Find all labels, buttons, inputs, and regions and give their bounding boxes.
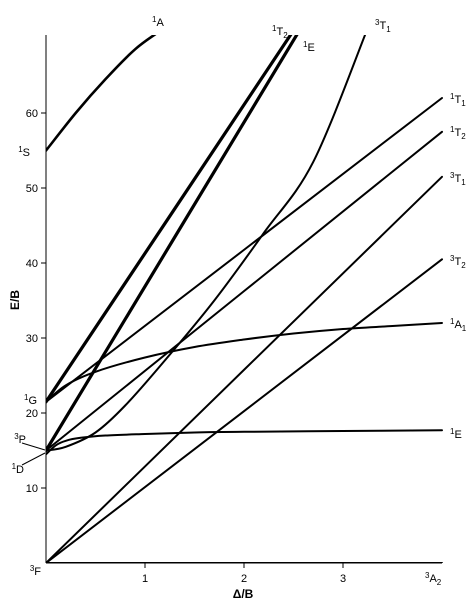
series-line-7 [46, 258, 443, 563]
series-label-10: 3A2 [425, 571, 442, 587]
series-curves [46, 35, 443, 563]
series-line-0 [46, 35, 157, 152]
term-label-left-1: 1G [24, 393, 37, 407]
series-label-9: 1E [450, 427, 462, 441]
x-tick-label-2: 3 [340, 573, 346, 585]
term-labels: 1A 1T2 1E 3T1 1T1 1T2 3T1 3T2 1A1 1E 3A2 1S 1G 3P 1D 3F [12, 15, 467, 587]
series-label-0: 1A [152, 15, 164, 29]
y-tick-label-4: 50 [26, 183, 38, 195]
x-axis-title: Δ/B [233, 587, 254, 601]
series-line-1 [46, 35, 293, 404]
x-tick-label-0: 1 [142, 573, 148, 585]
y-ticks: 10 20 30 40 50 60 [26, 108, 46, 495]
series-label-6: 3T1 [450, 171, 466, 187]
series-line-5 [46, 130, 443, 452]
series-line-8 [46, 322, 443, 403]
y-tick-label-2: 30 [26, 333, 38, 345]
series-line-3 [46, 35, 367, 452]
term-label-left-0: 1S [18, 145, 30, 159]
series-label-4: 1T1 [450, 92, 466, 108]
term-label-left-2: 3P [14, 432, 26, 446]
series-label-7: 3T2 [450, 254, 466, 270]
x-ticks: 1 2 3 [142, 563, 346, 585]
y-tick-label-0: 10 [26, 483, 38, 495]
series-label-3: 3T1 [375, 18, 391, 34]
y-tick-label-3: 40 [26, 258, 38, 270]
series-line-9 [46, 429, 443, 456]
term-label-left-3: 1D [12, 462, 24, 476]
series-line-6 [46, 175, 443, 563]
y-tick-label-1: 20 [26, 408, 38, 420]
x-tick-label-1: 2 [241, 573, 247, 585]
y-axis-title: E/B [8, 290, 22, 310]
term-label-left-4: 3F [30, 564, 41, 578]
y-tick-label-5: 60 [26, 108, 38, 120]
series-line-2 [46, 35, 299, 453]
series-label-5: 1T2 [450, 125, 466, 141]
series-label-2: 1E [303, 40, 315, 54]
series-label-1: 1T2 [272, 24, 288, 40]
series-line-4 [46, 97, 443, 403]
series-label-8: 1A1 [450, 317, 467, 333]
1d-pointer-line [21, 452, 46, 466]
3p-pointer-line [21, 442, 46, 451]
